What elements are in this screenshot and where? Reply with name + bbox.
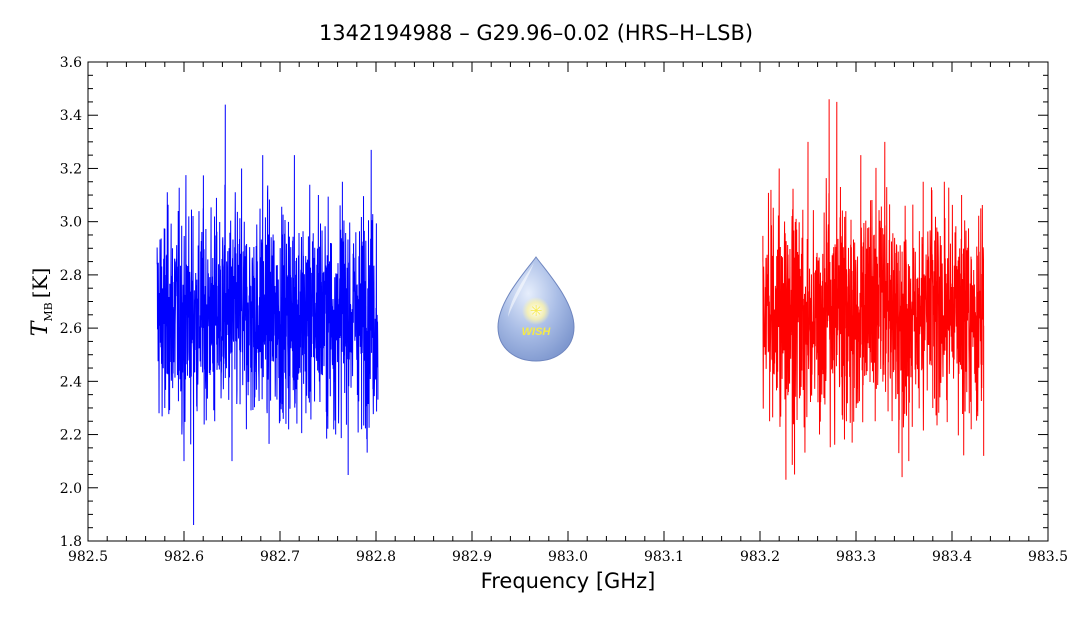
x-tick-labels: 982.5 982.6 982.7 982.8 982.9 983.0 983.1 983.2… xyxy=(68,549,1068,565)
ticks-layer xyxy=(87,61,1049,542)
y-axis-label: TMB [K] xyxy=(28,268,55,337)
wish-star-glow xyxy=(522,297,550,325)
wish-logo: ✳ WISH xyxy=(497,256,575,362)
y-tick-label: 3.6 xyxy=(60,55,82,71)
x-tick-label: 982.9 xyxy=(452,549,492,565)
y-tick-label: 3.2 xyxy=(60,161,82,177)
series-layer xyxy=(156,99,985,526)
wish-logo-text: WISH xyxy=(522,326,552,338)
y-tick-label: 2.2 xyxy=(60,428,82,444)
y-tick-label: 2.8 xyxy=(60,268,82,284)
chart-title: 1342194988 – G29.96–0.02 (HRS–H–LSB) xyxy=(319,21,753,45)
series-blue-line xyxy=(156,104,379,526)
y-tick-label: 2.4 xyxy=(60,374,82,390)
x-tick-label: 982.7 xyxy=(260,549,300,565)
x-tick-label: 982.5 xyxy=(68,549,108,565)
x-tick-label: 982.8 xyxy=(356,549,396,565)
y-axis-label-unit: [K] xyxy=(28,268,52,299)
wish-star-icon: ✳ xyxy=(530,302,543,320)
x-tick-label: 983.5 xyxy=(1028,549,1068,565)
y-axis-label-main: T xyxy=(28,319,53,336)
y-tick-labels: 1.8 2.0 2.2 2.4 2.6 2.8 3.0 3.2 3.4 3.6 xyxy=(60,55,82,550)
x-tick-label: 982.6 xyxy=(164,549,204,565)
wish-drop-highlight xyxy=(508,263,534,317)
y-axis-label-sub: MB xyxy=(42,302,55,321)
x-tick-label: 983.2 xyxy=(740,549,780,565)
y-tick-label: 3.0 xyxy=(60,215,82,231)
y-tick-label: 1.8 xyxy=(60,534,82,550)
x-tick-label: 983.1 xyxy=(644,549,684,565)
series-red-line xyxy=(762,99,985,480)
y-tick-label: 2.6 xyxy=(60,321,82,337)
y-tick-label: 2.0 xyxy=(60,481,82,497)
y-tick-label: 3.4 xyxy=(60,108,82,124)
x-axis-label: Frequency [GHz] xyxy=(481,569,656,593)
x-tick-label: 983.4 xyxy=(932,549,972,565)
x-tick-label: 983.0 xyxy=(548,549,588,565)
x-tick-label: 983.3 xyxy=(836,549,876,565)
